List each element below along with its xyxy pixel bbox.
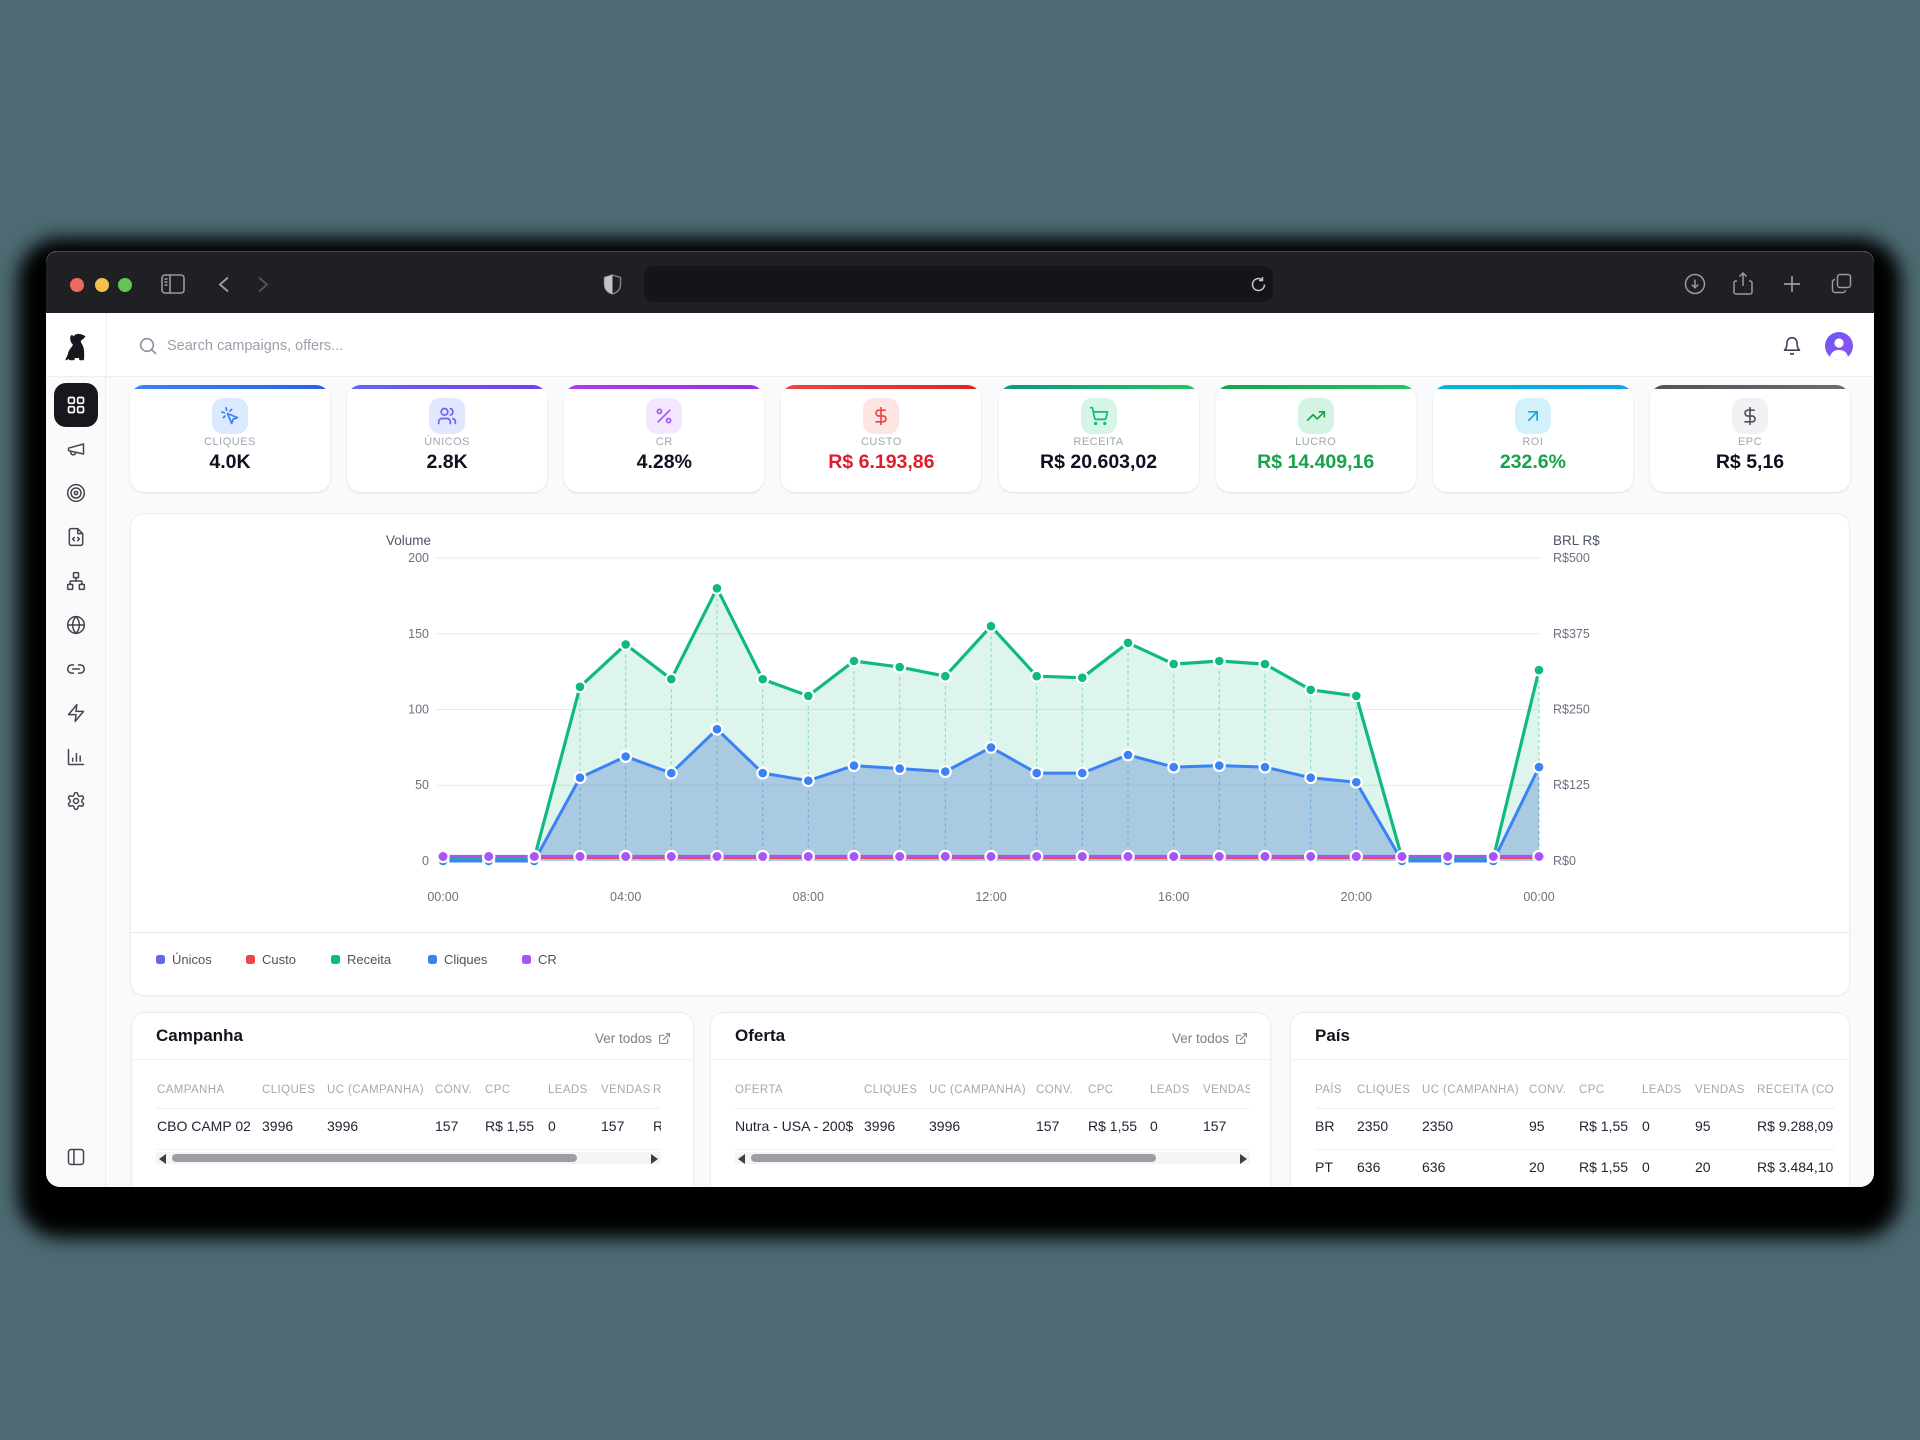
svg-text:100: 100 (408, 703, 429, 717)
svg-text:0: 0 (422, 854, 429, 868)
svg-text:R$500: R$500 (1553, 551, 1590, 565)
svg-text:Receita: Receita (347, 952, 392, 967)
svg-text:08:00: 08:00 (793, 890, 824, 904)
svg-text:R$250: R$250 (1553, 703, 1590, 717)
svg-text:150: 150 (408, 627, 429, 641)
svg-text:R$375: R$375 (1553, 627, 1590, 641)
svg-text:00:00: 00:00 (427, 890, 458, 904)
svg-text:BRL R$: BRL R$ (1553, 533, 1600, 548)
svg-text:200: 200 (408, 551, 429, 565)
svg-text:Únicos: Únicos (172, 952, 212, 967)
svg-text:CR: CR (538, 952, 557, 967)
svg-text:12:00: 12:00 (975, 890, 1006, 904)
svg-text:Volume: Volume (386, 533, 431, 548)
svg-text:R$0: R$0 (1553, 854, 1576, 868)
svg-text:04:00: 04:00 (610, 890, 641, 904)
svg-text:Cliques: Cliques (444, 952, 488, 967)
svg-text:50: 50 (415, 778, 429, 792)
svg-text:R$125: R$125 (1553, 778, 1590, 792)
svg-text:20:00: 20:00 (1341, 890, 1372, 904)
svg-text:Custo: Custo (262, 952, 296, 967)
svg-text:00:00: 00:00 (1523, 890, 1554, 904)
svg-text:16:00: 16:00 (1158, 890, 1189, 904)
